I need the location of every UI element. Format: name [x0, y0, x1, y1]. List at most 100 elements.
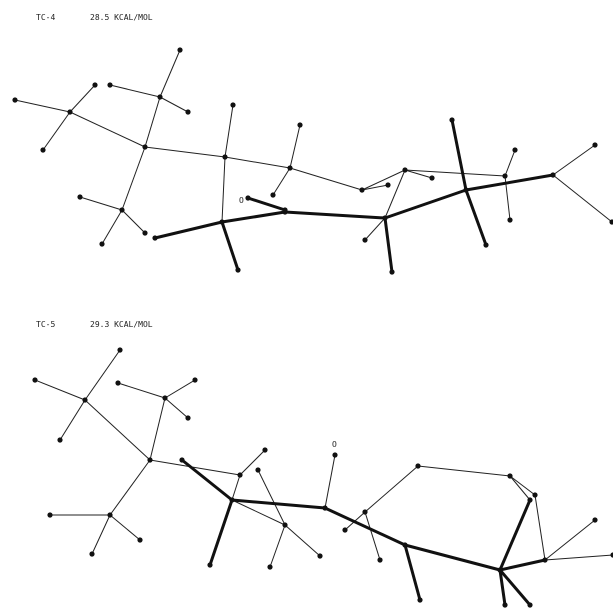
bond	[165, 380, 195, 398]
bond	[510, 476, 535, 495]
bond	[122, 147, 145, 210]
atom	[229, 497, 234, 502]
atom	[89, 551, 94, 556]
atom	[117, 347, 122, 352]
atom	[219, 219, 224, 224]
bond	[285, 525, 320, 556]
atom	[317, 553, 322, 558]
bond-bold	[385, 218, 392, 272]
atom-label: O	[239, 196, 244, 205]
atom	[402, 167, 407, 172]
bond	[102, 210, 122, 244]
bond	[15, 100, 70, 112]
bond	[362, 170, 405, 190]
atom	[162, 395, 167, 400]
bond	[222, 157, 225, 222]
bond	[505, 150, 515, 176]
bond	[290, 168, 362, 190]
panel-label: TC-5	[36, 320, 55, 329]
atom	[40, 147, 45, 152]
bond	[80, 197, 122, 210]
bond	[35, 380, 85, 400]
atom	[362, 509, 367, 514]
atom	[185, 109, 190, 114]
bond	[365, 218, 385, 240]
atom	[107, 82, 112, 87]
bond	[258, 470, 285, 525]
atom	[192, 377, 197, 382]
atom	[385, 182, 390, 187]
atom	[255, 467, 260, 472]
atom	[67, 109, 72, 114]
bond-bold	[248, 198, 285, 210]
bond	[325, 455, 335, 508]
atom	[429, 175, 434, 180]
atom	[592, 517, 597, 522]
bond	[225, 157, 290, 168]
bond	[535, 495, 545, 560]
bond	[110, 85, 160, 97]
bond	[110, 460, 150, 515]
atom	[82, 397, 87, 402]
atom	[512, 147, 517, 152]
atom	[502, 173, 507, 178]
atom	[157, 94, 162, 99]
atom	[382, 215, 387, 220]
bond	[110, 515, 140, 540]
atom	[449, 117, 454, 122]
atom	[527, 497, 532, 502]
figure: TC-4 28.5 KCAL/MOL O TC-5 29.3 KCAL/MOL …	[0, 0, 613, 615]
bond	[122, 210, 145, 233]
atom	[32, 377, 37, 382]
atom	[497, 567, 502, 572]
atom	[230, 102, 235, 107]
atom	[362, 237, 367, 242]
bond	[92, 515, 110, 554]
panel-label: TC-4	[36, 13, 55, 22]
bond	[418, 466, 510, 476]
bond	[85, 350, 120, 400]
bond-bold	[182, 460, 232, 500]
atom	[377, 557, 382, 562]
bond	[225, 105, 233, 157]
bond	[290, 125, 300, 168]
bond	[70, 112, 145, 147]
atom	[463, 187, 468, 192]
bond	[553, 175, 612, 222]
bond	[160, 50, 180, 97]
atom	[550, 172, 555, 177]
bond	[553, 145, 595, 175]
atom	[415, 463, 420, 468]
bond	[160, 97, 188, 112]
atom	[262, 447, 267, 452]
atom	[267, 564, 272, 569]
bond-bold	[466, 190, 486, 245]
bond	[510, 476, 530, 500]
bond-bold	[405, 545, 420, 600]
atom	[12, 97, 17, 102]
bond	[70, 85, 95, 112]
atom	[507, 473, 512, 478]
bond	[545, 520, 595, 560]
atom	[417, 597, 422, 602]
bond-bold	[210, 500, 232, 565]
atom	[119, 207, 124, 212]
bond	[85, 400, 150, 460]
atom	[107, 512, 112, 517]
bond	[365, 466, 418, 512]
bond	[405, 170, 505, 176]
bond	[240, 450, 265, 475]
atom	[222, 154, 227, 159]
bond-bold	[500, 560, 545, 570]
atom	[270, 192, 275, 197]
bond	[365, 512, 380, 560]
atom	[532, 492, 537, 497]
atom	[359, 187, 364, 192]
atom	[507, 217, 512, 222]
atom	[297, 122, 302, 127]
bond	[362, 185, 388, 190]
atom-label: O	[332, 440, 337, 449]
bond	[150, 398, 165, 460]
atom	[237, 472, 242, 477]
atom	[282, 207, 287, 212]
